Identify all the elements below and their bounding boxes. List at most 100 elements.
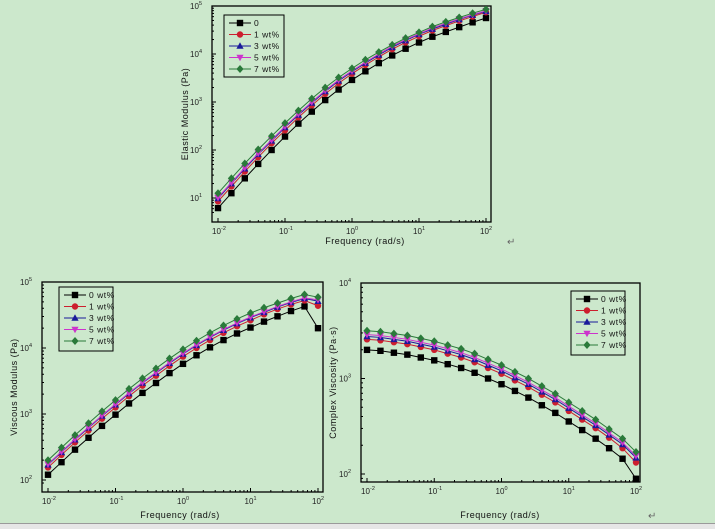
- legend-item: 5 wt%: [64, 325, 114, 335]
- y-tick-base: 10: [339, 470, 348, 479]
- y-tick-base: 10: [20, 278, 29, 287]
- data-point: [179, 350, 187, 358]
- data-point: [152, 379, 160, 387]
- y-tick-base: 10: [339, 375, 348, 384]
- x-axis-title: Frequency (rad/s): [140, 510, 220, 520]
- y-tick-base: 10: [190, 2, 199, 11]
- series-0-wt: [214, 14, 490, 212]
- data-point: [497, 361, 506, 370]
- data-point: [632, 448, 640, 457]
- paragraph-return-mark: ↵: [507, 237, 515, 248]
- data-point: [538, 387, 546, 394]
- data-point: [322, 96, 329, 104]
- x-tick-label: 10 0: [496, 486, 508, 496]
- x-tick-base: 10: [177, 497, 186, 506]
- data-point: [377, 347, 384, 355]
- data-point: [605, 445, 613, 452]
- data-point: [592, 435, 599, 442]
- data-point: [390, 334, 398, 342]
- data-point: [592, 420, 600, 428]
- y-tick-exponent: 2: [348, 469, 351, 475]
- data-point: [578, 411, 586, 419]
- data-point: [206, 333, 214, 341]
- data-point: [241, 159, 249, 168]
- data-point: [428, 22, 436, 31]
- x-tick-base: 10: [312, 497, 321, 506]
- data-point: [166, 369, 173, 377]
- data-point: [404, 351, 411, 358]
- data-point: [268, 132, 276, 141]
- data-point: [592, 415, 600, 424]
- y-tick-label: 10 2: [20, 475, 32, 485]
- legend-label: 5 wt%: [601, 329, 627, 339]
- legend-label: 3 wt%: [89, 313, 115, 323]
- data-point: [139, 389, 146, 397]
- data-point: [233, 320, 241, 327]
- y-axis-title: Viscous Modulus (Pa): [9, 338, 19, 435]
- data-point: [429, 33, 436, 40]
- data-point: [179, 360, 187, 368]
- x-tick-exponent: -2: [370, 486, 375, 492]
- data-point: [335, 73, 343, 82]
- data-point: [192, 336, 201, 345]
- x-tick-base: 10: [496, 487, 505, 496]
- data-point: [125, 390, 133, 397]
- data-point: [254, 150, 262, 158]
- x-axis-title: Frequency (rad/s): [460, 510, 540, 520]
- x-tick-base: 10: [110, 497, 119, 506]
- legend-item: 0: [229, 18, 259, 28]
- data-point: [605, 430, 613, 437]
- x-tick-label: 10 -2: [42, 496, 56, 506]
- data-point: [254, 145, 262, 154]
- x-tick-exponent: -1: [288, 226, 293, 232]
- x-tick-label: 10 1: [245, 496, 257, 506]
- data-point: [578, 406, 586, 415]
- y-tick-base: 10: [20, 476, 29, 485]
- data-point: [442, 17, 450, 26]
- x-tick-base: 10: [279, 227, 288, 236]
- data-point: [632, 459, 640, 466]
- legend-marker: [236, 54, 244, 62]
- data-point: [314, 325, 322, 332]
- data-point: [552, 409, 559, 417]
- y-tick-base: 10: [190, 50, 199, 59]
- y-tick-base: 10: [190, 146, 199, 155]
- legend-box: [570, 290, 626, 356]
- data-point: [255, 160, 262, 168]
- y-tick-exponent: 4: [29, 343, 32, 349]
- legend-label: 0: [254, 18, 259, 28]
- legend-box: [58, 286, 114, 352]
- data-point: [565, 398, 573, 407]
- data-point: [469, 19, 476, 26]
- data-point: [227, 179, 235, 187]
- legend-marker: [583, 341, 591, 349]
- data-point: [388, 40, 396, 49]
- data-point: [415, 39, 423, 46]
- data-point: [193, 352, 200, 359]
- y-tick-base: 10: [20, 410, 29, 419]
- data-point: [363, 331, 371, 339]
- legend-item: 1 wt%: [229, 30, 279, 40]
- x-tick-exponent: -2: [51, 496, 56, 502]
- x-tick-exponent: 2: [321, 496, 324, 502]
- data-point: [524, 379, 532, 387]
- data-point: [321, 83, 329, 92]
- x-tick-exponent: 0: [186, 496, 189, 502]
- legend-marker: [583, 330, 591, 338]
- x-tick-exponent: 1: [422, 226, 425, 232]
- data-point: [98, 412, 106, 420]
- data-point: [214, 189, 222, 198]
- data-point: [457, 349, 465, 357]
- data-point: [511, 367, 519, 376]
- data-point: [294, 106, 302, 115]
- y-tick-exponent: 3: [29, 409, 32, 415]
- x-tick-exponent: -1: [119, 496, 124, 502]
- data-point: [471, 349, 479, 358]
- data-point: [551, 394, 559, 402]
- data-point: [214, 194, 222, 202]
- data-point: [457, 344, 465, 353]
- data-point: [125, 384, 133, 393]
- data-point: [525, 394, 532, 401]
